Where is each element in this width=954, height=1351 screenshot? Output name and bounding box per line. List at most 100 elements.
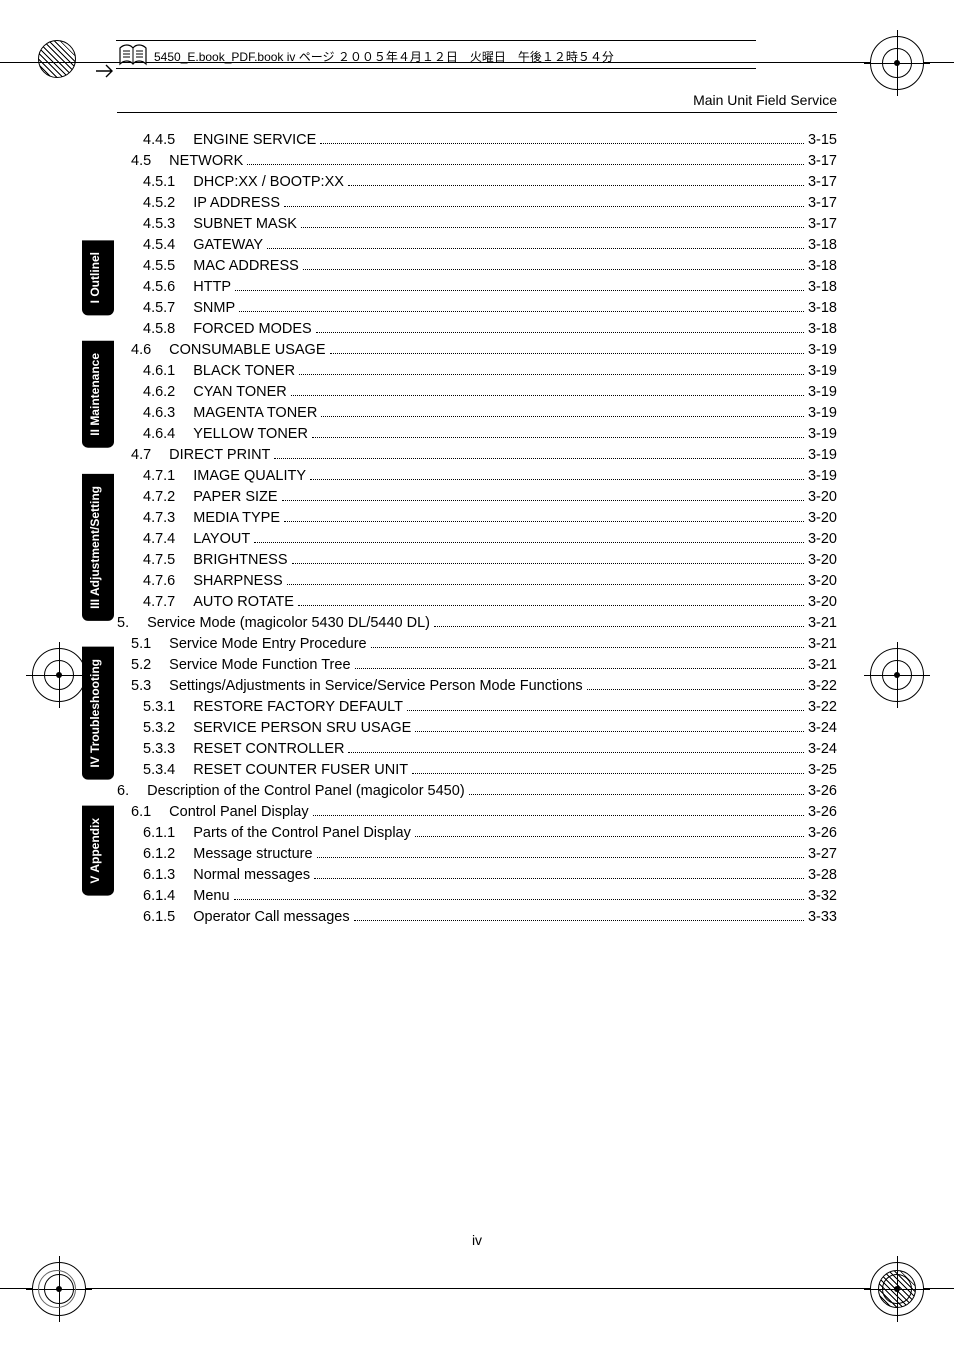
toc-row: 4.5.8FORCED MODES3-18 — [117, 318, 837, 339]
toc-page: 3-19 — [808, 427, 837, 442]
toc-leader — [348, 752, 804, 753]
toc-number: 5. — [117, 616, 129, 631]
toc-page: 3-33 — [808, 910, 837, 925]
toc-label: Menu — [175, 889, 229, 904]
toc-page: 3-18 — [808, 259, 837, 274]
toc-label: RESET CONTROLLER — [175, 742, 344, 757]
toc-number: 4.5.5 — [143, 259, 175, 274]
toc-row: 4.5.3SUBNET MASK3-17 — [117, 213, 837, 234]
toc-page: 3-26 — [808, 805, 837, 820]
toc-number: 4.5.2 — [143, 196, 175, 211]
toc-row: 4.6.4YELLOW TONER3-19 — [117, 423, 837, 444]
toc-leader — [284, 521, 804, 522]
toc-number: 4.7 — [131, 448, 151, 463]
toc-label: SERVICE PERSON SRU USAGE — [175, 721, 411, 736]
toc-page: 3-26 — [808, 784, 837, 799]
tab-adjustment: III Adjustment/Setting — [82, 474, 114, 621]
toc-page: 3-26 — [808, 826, 837, 841]
toc-row: 4.5.4GATEWAY3-18 — [117, 234, 837, 255]
toc-leader — [310, 479, 804, 480]
toc-label: FORCED MODES — [175, 322, 311, 337]
toc-row: 5.2Service Mode Function Tree3-21 — [117, 654, 837, 675]
toc-row: 5.3.4RESET COUNTER FUSER UNIT3-25 — [117, 759, 837, 780]
toc-number: 6.1.5 — [143, 910, 175, 925]
toc-page: 3-24 — [808, 742, 837, 757]
toc-page: 3-22 — [808, 679, 837, 694]
page-body: Main Unit Field Service 4.4.5ENGINE SERV… — [117, 52, 837, 927]
toc-page: 3-19 — [808, 385, 837, 400]
crop-line-bottom — [0, 1288, 954, 1289]
toc-number: 4.5 — [131, 154, 151, 169]
toc-leader — [254, 542, 804, 543]
toc-leader — [301, 227, 804, 228]
toc-number: 6. — [117, 784, 129, 799]
toc-row: 6.1.2Message structure3-27 — [117, 843, 837, 864]
reg-mark-tr — [870, 36, 924, 90]
toc-number: 5.3.1 — [143, 700, 175, 715]
reg-hatch-br — [878, 1270, 916, 1308]
toc-page: 3-22 — [808, 700, 837, 715]
toc-label: Settings/Adjustments in Service/Service … — [151, 679, 582, 694]
toc-leader — [267, 248, 804, 249]
toc-number: 5.3.3 — [143, 742, 175, 757]
toc-number: 5.3.4 — [143, 763, 175, 778]
toc-label: BLACK TONER — [175, 364, 295, 379]
toc-page: 3-18 — [808, 280, 837, 295]
toc-row: 4.7DIRECT PRINT3-19 — [117, 444, 837, 465]
toc-label: MAC ADDRESS — [175, 259, 299, 274]
toc-number: 4.5.6 — [143, 280, 175, 295]
toc-leader — [291, 395, 804, 396]
toc-number: 5.2 — [131, 658, 151, 673]
toc-leader — [371, 647, 804, 648]
toc-row: 4.7.1IMAGE QUALITY3-19 — [117, 465, 837, 486]
toc-leader — [287, 584, 804, 585]
toc-leader — [320, 143, 804, 144]
toc-leader — [234, 899, 804, 900]
toc-leader — [469, 794, 804, 795]
toc-leader — [314, 878, 804, 879]
toc-label: Description of the Control Panel (magico… — [129, 784, 465, 799]
toc-row: 4.4.5ENGINE SERVICE3-15 — [117, 129, 837, 150]
toc-number: 4.4.5 — [143, 133, 175, 148]
toc-leader — [303, 269, 804, 270]
toc-page: 3-17 — [808, 154, 837, 169]
toc-leader — [247, 164, 804, 165]
toc-leader — [587, 689, 804, 690]
toc-label: IMAGE QUALITY — [175, 469, 306, 484]
toc-row: 5.3Settings/Adjustments in Service/Servi… — [117, 675, 837, 696]
toc-number: 4.7.3 — [143, 511, 175, 526]
toc-number: 4.6.4 — [143, 427, 175, 442]
toc-number: 4.6.1 — [143, 364, 175, 379]
toc-leader — [354, 920, 804, 921]
toc-row: 5.3.3RESET CONTROLLER 3-24 — [117, 738, 837, 759]
toc-leader — [355, 668, 804, 669]
toc-row: 6.1.5Operator Call messages3-33 — [117, 906, 837, 927]
toc-row: 4.7.5BRIGHTNESS3-20 — [117, 549, 837, 570]
meta-rule-top — [116, 40, 756, 41]
toc-row: 4.5NETWORK3-17 — [117, 150, 837, 171]
toc-page: 3-20 — [808, 532, 837, 547]
toc-row: 6.Description of the Control Panel (magi… — [117, 780, 837, 801]
toc-leader — [312, 437, 804, 438]
toc-page: 3-25 — [808, 763, 837, 778]
toc-row: 6.1.4Menu3-32 — [117, 885, 837, 906]
toc-leader — [321, 416, 804, 417]
toc-row: 4.6CONSUMABLE USAGE3-19 — [117, 339, 837, 360]
toc-row: 4.5.5MAC ADDRESS 3-18 — [117, 255, 837, 276]
toc-page: 3-27 — [808, 847, 837, 862]
toc-leader — [415, 731, 804, 732]
toc-number: 5.3 — [131, 679, 151, 694]
tab-maintenance: II Maintenance — [82, 341, 114, 448]
toc-number: 4.5.4 — [143, 238, 175, 253]
toc-number: 6.1.3 — [143, 868, 175, 883]
toc-label: RESTORE FACTORY DEFAULT — [175, 700, 403, 715]
toc-row: 6.1Control Panel Display3-26 — [117, 801, 837, 822]
toc-leader — [282, 500, 804, 501]
toc-label: CYAN TONER — [175, 385, 286, 400]
toc-label: IP ADDRESS — [175, 196, 280, 211]
toc-number: 4.5.7 — [143, 301, 175, 316]
toc-page: 3-19 — [808, 364, 837, 379]
toc-page: 3-21 — [808, 616, 837, 631]
toc-page: 3-20 — [808, 511, 837, 526]
toc-label: SHARPNESS — [175, 574, 282, 589]
